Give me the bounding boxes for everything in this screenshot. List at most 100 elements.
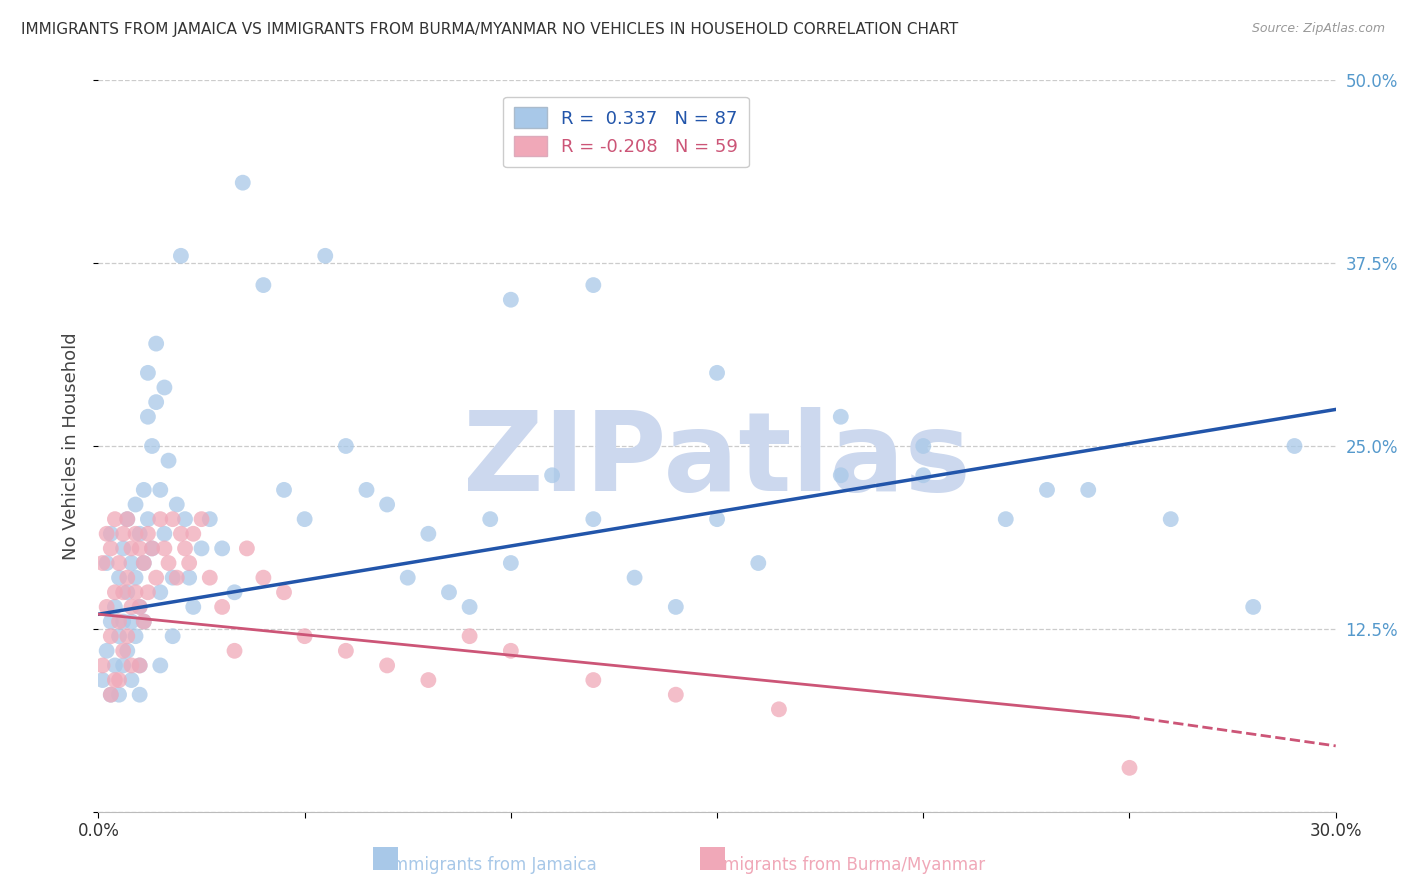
Text: IMMIGRANTS FROM JAMAICA VS IMMIGRANTS FROM BURMA/MYANMAR NO VEHICLES IN HOUSEHOL: IMMIGRANTS FROM JAMAICA VS IMMIGRANTS FR… bbox=[21, 22, 959, 37]
Point bbox=[170, 526, 193, 541]
Point bbox=[181, 599, 204, 614]
Point bbox=[108, 673, 131, 687]
Text: Source: ZipAtlas.com: Source: ZipAtlas.com bbox=[1251, 22, 1385, 36]
Point bbox=[117, 571, 139, 585]
Point bbox=[211, 599, 233, 614]
Point bbox=[294, 629, 316, 643]
Point bbox=[132, 615, 155, 629]
Point bbox=[112, 658, 135, 673]
Point bbox=[912, 468, 935, 483]
Point bbox=[499, 644, 522, 658]
Point bbox=[108, 615, 131, 629]
Point bbox=[91, 673, 114, 687]
Point bbox=[157, 453, 180, 467]
Point bbox=[1118, 761, 1140, 775]
Point bbox=[665, 599, 688, 614]
Point bbox=[623, 571, 645, 585]
Point bbox=[582, 673, 605, 687]
Point bbox=[128, 658, 150, 673]
Point bbox=[375, 658, 398, 673]
Point bbox=[830, 468, 852, 483]
Point bbox=[830, 409, 852, 424]
Point bbox=[994, 512, 1017, 526]
Point bbox=[174, 512, 197, 526]
Point bbox=[117, 629, 139, 643]
Point bbox=[499, 556, 522, 570]
Point bbox=[112, 526, 135, 541]
Point bbox=[479, 512, 502, 526]
Point bbox=[582, 512, 605, 526]
Point bbox=[104, 673, 127, 687]
Point bbox=[136, 585, 159, 599]
Point bbox=[120, 673, 142, 687]
Point bbox=[100, 629, 122, 643]
Point bbox=[112, 585, 135, 599]
Point bbox=[166, 571, 188, 585]
Point bbox=[120, 599, 142, 614]
Point bbox=[149, 483, 172, 497]
Point bbox=[96, 644, 118, 658]
Point bbox=[499, 293, 522, 307]
Point bbox=[665, 688, 688, 702]
Point bbox=[375, 498, 398, 512]
Point bbox=[112, 615, 135, 629]
Point bbox=[100, 526, 122, 541]
Point bbox=[174, 541, 197, 556]
Point bbox=[162, 571, 184, 585]
Point bbox=[162, 512, 184, 526]
Point bbox=[437, 585, 460, 599]
Point bbox=[128, 599, 150, 614]
Point bbox=[418, 526, 440, 541]
Point bbox=[153, 526, 176, 541]
Point bbox=[458, 599, 481, 614]
Point bbox=[141, 541, 163, 556]
Point bbox=[149, 585, 172, 599]
Point bbox=[108, 571, 131, 585]
Point bbox=[706, 512, 728, 526]
Point bbox=[181, 526, 204, 541]
Point bbox=[582, 278, 605, 293]
Point bbox=[96, 599, 118, 614]
Point bbox=[912, 439, 935, 453]
Legend: R =  0.337   N = 87, R = -0.208   N = 59: R = 0.337 N = 87, R = -0.208 N = 59 bbox=[503, 96, 749, 167]
Point bbox=[273, 585, 295, 599]
Point bbox=[104, 599, 127, 614]
Point bbox=[104, 658, 127, 673]
Point bbox=[132, 483, 155, 497]
Point bbox=[112, 644, 135, 658]
Point bbox=[96, 526, 118, 541]
Point bbox=[1036, 483, 1059, 497]
Point bbox=[179, 556, 201, 570]
Point bbox=[128, 526, 150, 541]
Point bbox=[294, 512, 316, 526]
Point bbox=[335, 439, 357, 453]
Point bbox=[252, 571, 274, 585]
Point bbox=[145, 571, 167, 585]
Point bbox=[252, 278, 274, 293]
Point bbox=[108, 556, 131, 570]
Point bbox=[236, 541, 259, 556]
Point bbox=[1077, 483, 1099, 497]
Point bbox=[120, 541, 142, 556]
Point bbox=[124, 526, 146, 541]
Point bbox=[157, 556, 180, 570]
Point bbox=[112, 541, 135, 556]
Point bbox=[224, 644, 246, 658]
Point bbox=[356, 483, 378, 497]
Point bbox=[96, 556, 118, 570]
Point bbox=[1160, 512, 1182, 526]
Point bbox=[190, 512, 212, 526]
Point bbox=[314, 249, 336, 263]
Point bbox=[170, 249, 193, 263]
Point bbox=[273, 483, 295, 497]
Point bbox=[104, 585, 127, 599]
Point bbox=[124, 585, 146, 599]
Point bbox=[132, 556, 155, 570]
Y-axis label: No Vehicles in Household: No Vehicles in Household bbox=[62, 332, 80, 560]
Point bbox=[120, 615, 142, 629]
Point bbox=[1284, 439, 1306, 453]
Point bbox=[117, 512, 139, 526]
Point bbox=[100, 541, 122, 556]
Point bbox=[124, 629, 146, 643]
Point bbox=[128, 541, 150, 556]
